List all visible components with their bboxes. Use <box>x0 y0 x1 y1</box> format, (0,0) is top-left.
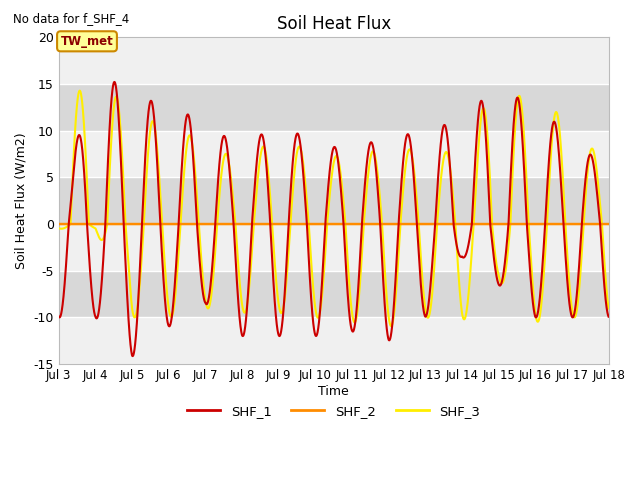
Y-axis label: Soil Heat Flux (W/m2): Soil Heat Flux (W/m2) <box>15 132 28 269</box>
Bar <box>59 178 609 224</box>
Bar <box>59 131 609 178</box>
Bar <box>59 317 609 364</box>
Legend: SHF_1, SHF_2, SHF_3: SHF_1, SHF_2, SHF_3 <box>182 399 485 423</box>
X-axis label: Time: Time <box>318 384 349 398</box>
Bar <box>59 84 609 131</box>
Text: No data for f_SHF_4: No data for f_SHF_4 <box>13 12 129 25</box>
Title: Soil Heat Flux: Soil Heat Flux <box>276 15 391 33</box>
Bar <box>59 37 609 84</box>
Text: TW_met: TW_met <box>61 35 113 48</box>
Bar <box>59 271 609 317</box>
Bar <box>59 224 609 271</box>
